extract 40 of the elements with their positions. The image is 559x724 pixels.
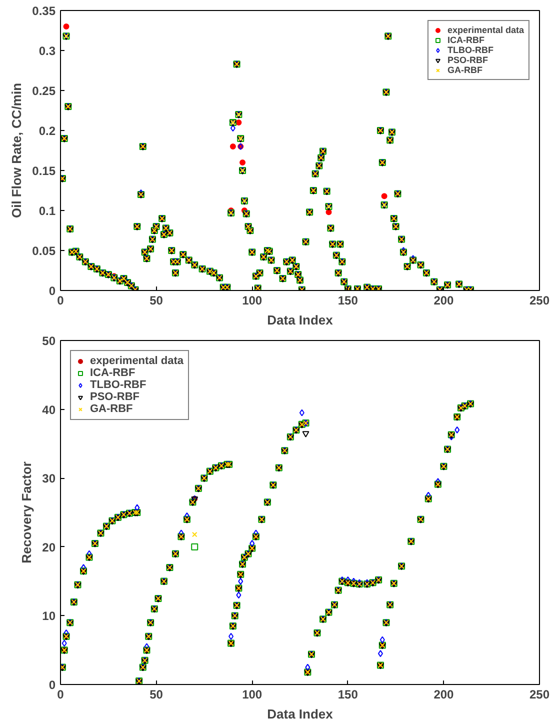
legend-label: PSO-RBF <box>447 55 488 65</box>
y-tick-label: 10 <box>42 609 56 624</box>
x-axis-title: Data Index <box>267 706 334 722</box>
y-tick-label: 0.25 <box>32 84 56 98</box>
x-axis-title: Data Index <box>267 312 334 328</box>
legend-label: experimental data <box>447 25 524 35</box>
y-tick-label: 40 <box>42 402 56 417</box>
legend-label: ICA-RBF <box>447 35 484 45</box>
y-tick-label: 20 <box>42 540 56 554</box>
legend-label: PSO-RBF <box>90 391 140 403</box>
x-tick-label: 0 <box>57 294 64 308</box>
y-axis-title: Recovery Factor <box>19 462 34 564</box>
x-tick-label: 200 <box>434 294 454 308</box>
y-tick-label: 30 <box>42 472 56 486</box>
y-tick-label: 0.1 <box>38 204 56 218</box>
x-tick-label: 50 <box>150 294 164 308</box>
y-tick-label: 0 <box>48 678 56 692</box>
x-tick-label: 100 <box>242 688 262 702</box>
y-tick-label: 0.05 <box>32 244 56 258</box>
y-axis-title: Oil Flow Rate, CC/min <box>9 82 24 218</box>
y-tick-label: 0.3 <box>38 44 56 58</box>
legend-label: ICA-RBF <box>90 367 136 379</box>
x-tick-label: 250 <box>529 688 550 702</box>
legend-label: GA-RBF <box>90 403 133 415</box>
x-tick-label: 250 <box>529 294 550 308</box>
x-tick-label: 0 <box>57 688 64 702</box>
y-tick-label: 50 <box>42 334 56 348</box>
x-tick-label: 150 <box>338 688 358 702</box>
legend-label: GA-RBF <box>447 65 482 75</box>
x-tick-label: 150 <box>338 294 358 308</box>
x-tick-label: 100 <box>242 294 262 308</box>
legend-label: experimental data <box>90 355 184 367</box>
y-tick-label: 0.15 <box>32 164 56 178</box>
legend-label: TLBO-RBF <box>90 379 146 391</box>
legend-label: TLBO-RBF <box>447 45 494 55</box>
y-tick-label: 0 <box>48 284 56 298</box>
x-tick-label: 50 <box>150 688 164 702</box>
y-tick-label: 0.35 <box>32 4 56 18</box>
x-tick-label: 200 <box>434 688 454 702</box>
y-tick-label: 0.2 <box>38 124 56 138</box>
